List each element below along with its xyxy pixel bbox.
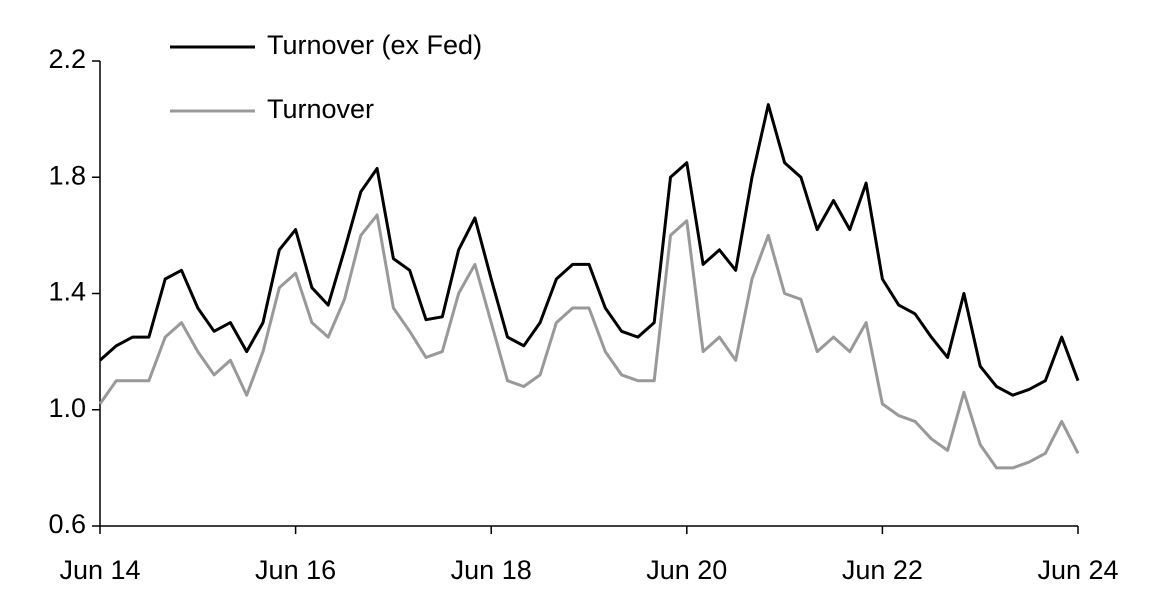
legend-label: Turnover bbox=[267, 94, 374, 124]
y-tick-label: 0.6 bbox=[48, 509, 86, 539]
x-tick-label: Jun 24 bbox=[1037, 555, 1118, 585]
x-tick-label: Jun 20 bbox=[646, 555, 727, 585]
series-line bbox=[99, 103, 1080, 397]
y-tick-label: 1.0 bbox=[48, 393, 86, 423]
x-tick-label: Jun 22 bbox=[842, 555, 923, 585]
x-tick-label: Jun 16 bbox=[255, 555, 336, 585]
x-tick-label: Jun 14 bbox=[59, 555, 140, 585]
series-line bbox=[98, 213, 1080, 470]
y-tick-label: 1.8 bbox=[48, 160, 86, 190]
y-tick-label: 2.2 bbox=[48, 44, 86, 74]
y-tick-label: 1.4 bbox=[48, 277, 86, 307]
x-tick-label: Jun 18 bbox=[451, 555, 532, 585]
legend-label: Turnover (ex Fed) bbox=[267, 30, 482, 60]
